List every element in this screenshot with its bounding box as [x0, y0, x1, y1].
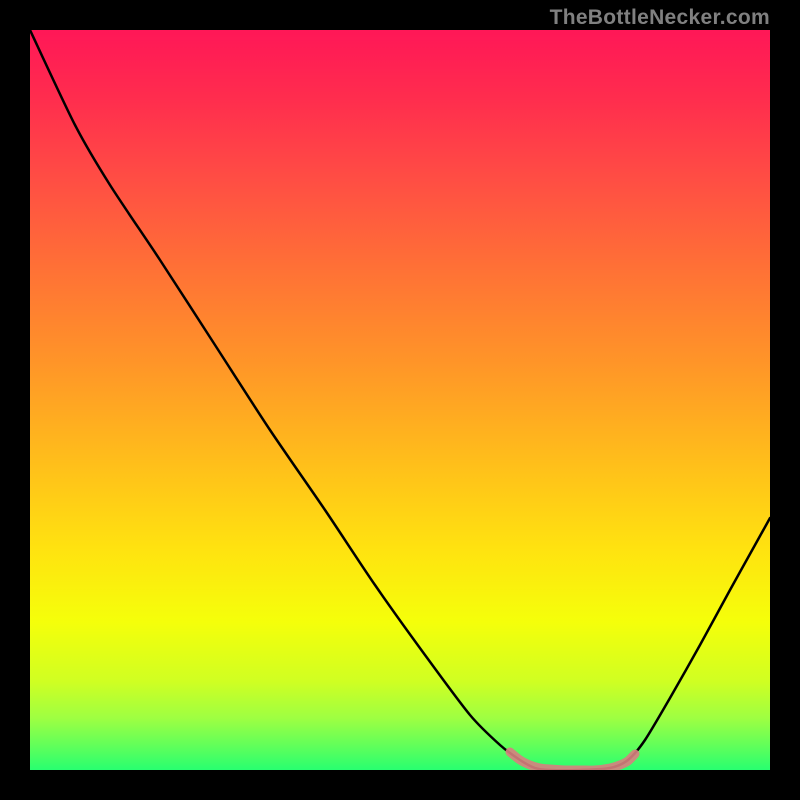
chart-container: [30, 30, 770, 770]
chart-svg: [30, 30, 770, 770]
watermark-text: TheBottleNecker.com: [550, 6, 770, 30]
chart-background: [30, 30, 770, 770]
